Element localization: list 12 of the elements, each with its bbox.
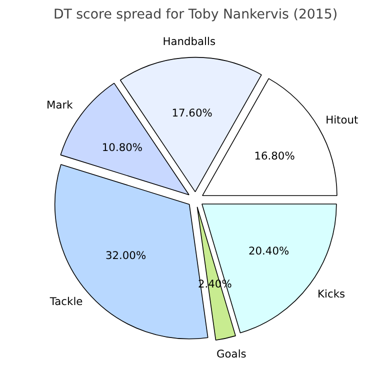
data-label: 20.40%: [248, 244, 290, 258]
data-label: 16.80%: [254, 149, 295, 162]
chart-title: DT score spread for Toby Nankervis (2015): [53, 8, 338, 22]
slice-label: Mark: [46, 98, 74, 112]
data-label: 32.00%: [105, 248, 146, 262]
slice-label: Handballs: [162, 35, 216, 48]
slice-label: Goals: [216, 347, 247, 360]
slice-label: Hitout: [326, 113, 358, 126]
slice-label: Kicks: [318, 287, 346, 300]
slice-label: Tackle: [48, 295, 83, 308]
data-label: 10.80%: [102, 141, 143, 154]
data-label: 17.60%: [172, 106, 212, 120]
